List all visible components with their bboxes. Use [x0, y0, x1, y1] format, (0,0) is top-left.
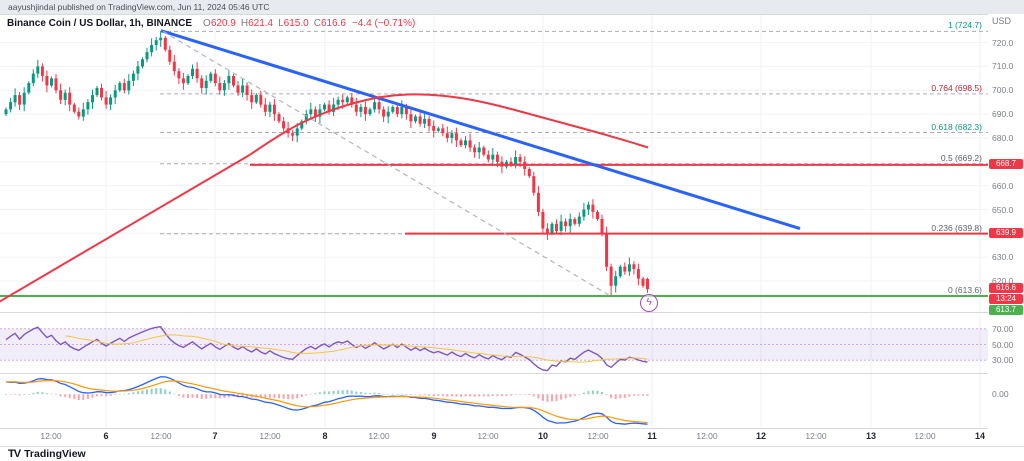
horizontal-levels: [0, 163, 988, 297]
price-tick-label: 630.0: [992, 252, 1014, 263]
price-flag: 13:24: [989, 294, 1023, 305]
price-tick-label: 680.0: [992, 133, 1014, 143]
idea-lightning-icon: ϟ: [640, 294, 658, 312]
time-label: 12:00: [259, 431, 281, 441]
time-label: 11: [647, 431, 657, 441]
time-label: 6: [103, 431, 109, 441]
price-tick-label: 660.0: [992, 180, 1014, 191]
price-flag: 668.7: [989, 158, 1023, 169]
fib-label: 0.236 (639.8): [931, 222, 982, 233]
time-label: 12:00: [805, 431, 827, 441]
fib-label: 0 (613.6): [947, 285, 982, 296]
tradingview-logo-icon: TV: [8, 448, 21, 460]
time-label: 10: [537, 431, 549, 441]
chart-legend[interactable]: Binance Coin / US Dollar, 1h, BINANCE O62…: [7, 18, 415, 29]
time-axis[interactable]: 12:00 6 12:00 7 12:00 8 12:00 9 12:00 10 12:00 11 12…: [0, 429, 988, 445]
ohlc-values: O620.9 H621.4 L615.0 C616.6: [198, 18, 346, 29]
price-tick-label: 650.0: [992, 204, 1014, 215]
time-label: 12:00: [696, 431, 718, 441]
price-flag: 639.9: [989, 227, 1023, 238]
fib-label: 0.5 (669.2): [940, 152, 982, 163]
time-label: 12: [755, 431, 767, 441]
time-label: 12:00: [368, 431, 390, 441]
pane-separators: [0, 14, 1024, 447]
price-tick-label: 620.0: [992, 276, 1014, 286]
rsi-series: [5, 326, 648, 372]
time-label: 12:00: [40, 431, 62, 441]
footer-bar: TV TradingView: [0, 446, 1024, 461]
price-flag: 613.7: [989, 305, 1023, 316]
currency-label: USD: [992, 16, 1012, 26]
ohlc-key: O: [203, 18, 211, 29]
rsi-tick-label: 70.00: [992, 323, 1014, 334]
grid-lines: [0, 15, 988, 428]
ohlc-value: 621.4: [248, 18, 274, 29]
macd-zero-label: 0.00: [992, 389, 1009, 400]
trendlines: [0, 29, 801, 303]
fib-label: 0.764 (698.5): [931, 82, 982, 93]
time-label: 12:00: [477, 431, 499, 441]
ohlc-key: L: [278, 18, 284, 29]
time-label: 14: [974, 431, 986, 441]
tradingview-brand-text: TradingView: [24, 448, 86, 460]
price-tick-label: 710.0: [992, 61, 1014, 72]
price-flag: 616.6: [989, 283, 1023, 294]
price-tick-label: 690.0: [992, 109, 1014, 120]
macd-series: [5, 376, 649, 425]
rsi-tick-label: 30.00: [992, 355, 1014, 366]
time-label: 12:00: [587, 431, 609, 441]
ohlc-key: C: [313, 18, 321, 29]
change-value: −4.4 (−0.71%): [351, 18, 416, 29]
ohlc-value: 616.6: [320, 18, 346, 29]
time-label: 7: [212, 431, 218, 441]
time-label: 13: [865, 431, 877, 441]
price-tick-label: 700.0: [992, 85, 1014, 96]
time-label: 12:00: [150, 431, 172, 441]
ohlc-key: H: [240, 18, 249, 29]
fib-label: 0.618 (682.3): [931, 121, 982, 132]
time-label: 12:00: [914, 431, 936, 441]
rsi-tick-label: 50.00: [992, 339, 1014, 350]
publish-bar: aayushjindal published on TradingView.co…: [0, 0, 1024, 14]
publish-text: aayushjindal published on TradingView.co…: [8, 2, 270, 12]
price-tick-label: 720.0: [992, 37, 1014, 48]
fib-label: 1 (724.7): [947, 20, 982, 31]
ohlc-value: 620.9: [210, 18, 236, 29]
symbol-title: Binance Coin / US Dollar, 1h, BINANCE: [7, 18, 193, 29]
time-label: 9: [431, 431, 437, 441]
ohlc-value: 615.0: [283, 18, 309, 29]
time-label: 8: [322, 431, 328, 441]
fib-lines: [160, 30, 988, 297]
